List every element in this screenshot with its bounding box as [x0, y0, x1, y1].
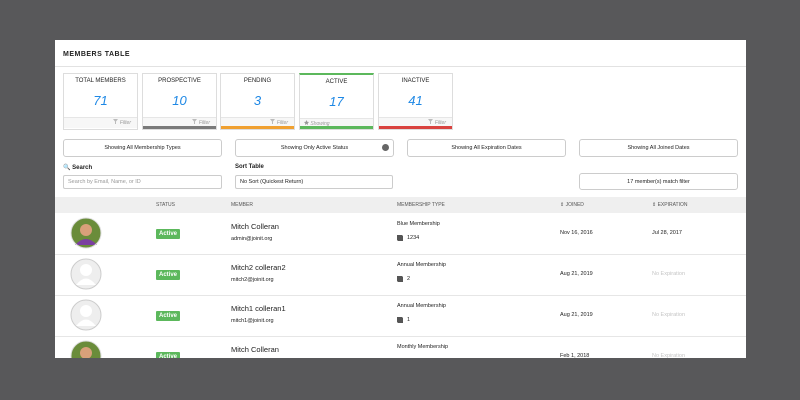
filter-icon — [192, 119, 198, 124]
card-label: INACTIVE — [401, 78, 430, 84]
status-badge: Active — [156, 270, 181, 280]
member-row[interactable]: Active Mitch2 colleran2 mitch2@joinit.org A… — [55, 254, 746, 296]
membership-type: Monthly Membership — [397, 344, 449, 350]
filter-icon — [428, 119, 434, 124]
card-footer-text: Filter — [198, 120, 210, 126]
card-footer: Filter — [64, 117, 137, 128]
search-label-text: Search — [72, 165, 93, 171]
joined-date: Aug 21, 2019 — [560, 271, 593, 277]
avatar — [70, 299, 102, 331]
membership-type: Blue Membership — [397, 221, 440, 227]
card-label: PROSPECTIVE — [158, 78, 201, 84]
expiration-date: No Expiration — [652, 312, 686, 318]
membership-type: Annual Membership — [397, 303, 446, 309]
filter-icon — [270, 119, 276, 124]
column-header: MEMBER — [231, 202, 253, 208]
card-count: 3 — [253, 93, 262, 108]
card-count: 10 — [172, 93, 187, 108]
card-footer: Filter — [221, 117, 294, 128]
sort-label: Sort Table — [235, 164, 264, 170]
membership-type: Annual Membership — [397, 262, 446, 268]
card-footer: Filter — [143, 117, 216, 128]
member-email: admin@joinit.org — [231, 236, 273, 242]
filter-button[interactable]: Showing All Joined Dates — [579, 139, 738, 157]
member-email: mitch1@joinit.org — [231, 318, 274, 324]
divider — [55, 66, 746, 67]
card-status-bar — [379, 126, 452, 129]
card-status-bar — [221, 126, 294, 129]
member-tag: 2 — [407, 276, 411, 282]
sort-select[interactable]: No Sort (Quickest Return) — [235, 175, 393, 189]
stat-card[interactable]: PENDING 3 Filter — [220, 73, 295, 130]
card-footer: Filter — [379, 117, 452, 128]
avatar — [70, 217, 102, 249]
tag-icon — [397, 235, 403, 241]
member-name[interactable]: Mitch1 colleran1 — [231, 304, 286, 313]
card-count: 17 — [329, 94, 344, 109]
column-header: STATUS — [156, 202, 175, 208]
members-panel: MEMBERS TABLE 🔍 Search Search by Email, … — [55, 40, 746, 358]
card-label: TOTAL MEMBERS — [75, 78, 126, 84]
card-footer-text: Filter — [119, 120, 131, 126]
joined-date: Feb 1, 2018 — [560, 353, 590, 358]
expiration-date: No Expiration — [652, 271, 686, 277]
stat-card[interactable]: TOTAL MEMBERS 71 Filter — [63, 73, 138, 130]
member-name[interactable]: Mitch Colleran — [231, 345, 279, 354]
card-footer-text: Filter — [276, 120, 288, 126]
avatar — [70, 258, 102, 290]
member-row[interactable]: Active Mitch Colleran admin@joinit.org Blue… — [55, 213, 746, 255]
expiration-date: Jul 28, 2017 — [652, 230, 682, 236]
filter-button[interactable]: Showing All Membership Types — [63, 139, 222, 157]
card-count: 41 — [408, 93, 423, 108]
filter-button[interactable]: Showing All Expiration Dates — [407, 139, 566, 157]
joined-date: Aug 21, 2019 — [560, 312, 593, 318]
member-name[interactable]: Mitch Colleran — [231, 222, 279, 231]
card-footer: Showing — [300, 118, 373, 129]
search-label: 🔍 Search — [63, 165, 93, 171]
member-name[interactable]: Mitch2 colleran2 — [231, 263, 286, 272]
panel-title: MEMBERS TABLE — [63, 51, 131, 58]
filter-button[interactable]: Showing Only Active Status — [235, 139, 394, 157]
search-input[interactable]: Search by Email, Name, or ID — [63, 175, 222, 189]
card-footer-text: Filter — [434, 120, 446, 126]
status-badge: Active — [156, 352, 181, 358]
joined-date: Nov 16, 2016 — [560, 230, 593, 236]
column-header: ⇕ EXPIRATION — [652, 202, 688, 208]
status-badge: Active — [156, 311, 181, 321]
card-label: ACTIVE — [325, 79, 348, 85]
card-label: PENDING — [243, 78, 272, 84]
member-tag: 1234 — [407, 235, 420, 241]
star-icon — [304, 120, 309, 125]
member-row[interactable]: Active Mitch1 colleran1 mitch1@joinit.org A… — [55, 295, 746, 337]
column-header: ⇕ JOINED — [560, 202, 584, 208]
card-footer-text: Showing — [310, 121, 330, 127]
clear-icon — [382, 144, 389, 151]
filter-icon — [113, 119, 119, 124]
status-badge: Active — [156, 229, 181, 239]
table-header: STATUS MEMBER MEMBERSHIP TYPE ⇕ JOINED ⇕ EXP… — [55, 197, 746, 213]
stat-card[interactable]: PROSPECTIVE 10 Filter — [142, 73, 217, 130]
stat-card[interactable]: ACTIVE 17 Showing — [299, 73, 374, 130]
member-email: mitch2@joinit.org — [231, 277, 274, 283]
column-header: MEMBERSHIP TYPE — [397, 202, 445, 208]
avatar — [70, 340, 102, 358]
card-status-bar — [143, 126, 216, 129]
tag-icon — [397, 317, 403, 323]
stat-card[interactable]: INACTIVE 41 Filter — [378, 73, 453, 130]
tag-icon — [397, 276, 403, 282]
card-count: 71 — [93, 93, 108, 108]
member-tag: 1 — [407, 317, 411, 323]
match-count[interactable]: 17 member(s) match filter — [579, 173, 738, 190]
card-status-bar — [300, 126, 373, 129]
expiration-date: No Expiration — [652, 353, 686, 358]
